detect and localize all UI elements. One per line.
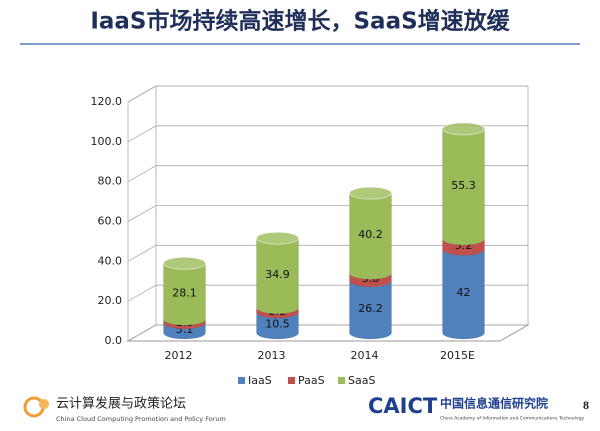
- legend-swatch: [288, 377, 295, 384]
- value-label: 42: [457, 286, 471, 299]
- value-label: 26.2: [358, 302, 383, 315]
- value-label: 40.2: [358, 228, 383, 241]
- bar-top: [442, 122, 485, 136]
- grid-line: [127, 324, 528, 342]
- bar-segment: [163, 322, 206, 340]
- value-label: 34.9: [265, 268, 290, 281]
- grid-line: [127, 165, 528, 183]
- y-tick-label: 120.0: [91, 95, 123, 108]
- x-tick-label: 2014: [351, 349, 379, 362]
- legend-label: PaaS: [298, 374, 325, 387]
- grid-line: [127, 284, 528, 302]
- y-tick-label: 100.0: [91, 135, 123, 148]
- y-tick-label: 40.0: [98, 254, 123, 267]
- right-logo: CAICT: [368, 394, 438, 418]
- y-tick-label: 60.0: [98, 215, 123, 228]
- slide-title: IaaS市场持续高速增长，SaaS增速放缓: [90, 8, 510, 35]
- legend-label: SaaS: [348, 374, 375, 387]
- legend-swatch: [338, 377, 345, 384]
- page-number: 8: [583, 398, 589, 412]
- x-tick-label: 2012: [165, 349, 193, 362]
- bar-top: [349, 186, 392, 200]
- logo-dot: [39, 399, 49, 409]
- left-subtitle: China Cloud Computing Promotion and Poli…: [56, 415, 226, 423]
- grid-line: [127, 125, 528, 143]
- y-tick-label: 0.0: [105, 334, 123, 347]
- right-title: 中国信息通信研究院: [440, 396, 548, 411]
- footer: 云计算发展与政策论坛 China Cloud Computing Promoti…: [23, 394, 589, 423]
- right-subtitle: China Academy of Information and Communi…: [440, 416, 585, 422]
- bar-top: [163, 256, 206, 270]
- grid-line: [127, 85, 528, 103]
- value-label: 10.5: [265, 318, 290, 331]
- y-tick-label: 20.0: [98, 294, 123, 307]
- x-tick-label: 2015E: [440, 349, 475, 362]
- value-label: 55.3: [451, 179, 476, 192]
- legend-swatch: [238, 377, 245, 384]
- legend-label: IaaS: [248, 374, 272, 387]
- grid-line: [127, 205, 528, 222]
- value-label: 28.1: [172, 286, 197, 299]
- bar-segment: [256, 307, 299, 319]
- grid-line: [127, 244, 528, 262]
- x-tick-label: 2013: [258, 349, 286, 362]
- left-title: 云计算发展与政策论坛: [56, 396, 186, 412]
- bar-segment: [163, 319, 206, 330]
- y-tick-label: 80.0: [98, 175, 123, 188]
- chart: 0.020.040.060.080.0100.0120.020125.11.82…: [91, 85, 530, 387]
- bar-top: [256, 231, 299, 245]
